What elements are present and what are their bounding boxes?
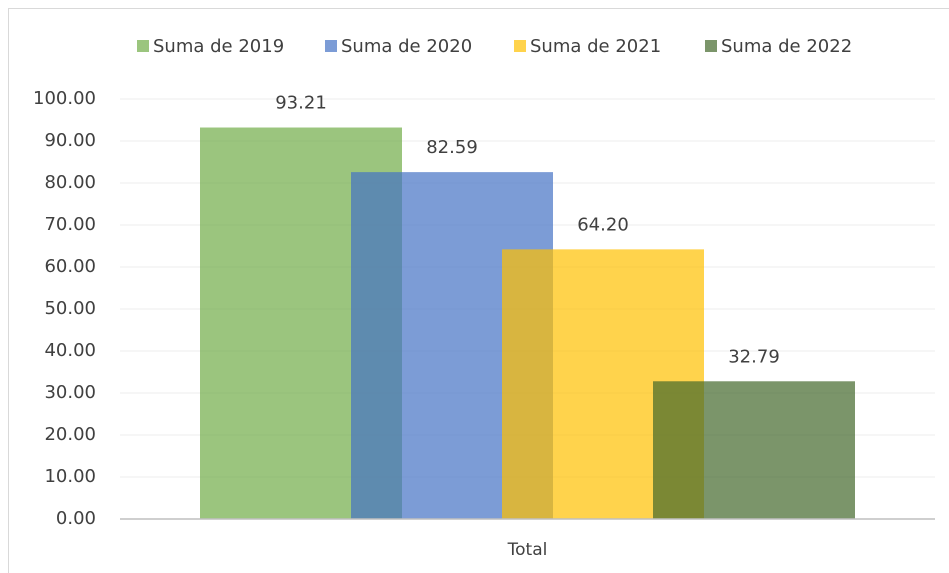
bar — [653, 381, 855, 519]
legend-label: Suma de 2022 — [721, 36, 852, 57]
y-tick-label: 70.00 — [44, 214, 96, 235]
y-tick-label: 30.00 — [44, 382, 96, 403]
y-tick-label: 60.00 — [44, 256, 96, 277]
legend-label: Suma de 2020 — [341, 36, 472, 57]
y-tick-label: 100.00 — [33, 88, 96, 109]
y-tick-label: 40.00 — [44, 340, 96, 361]
legend-label: Suma de 2019 — [153, 36, 284, 57]
legend-swatch — [325, 40, 337, 52]
legend-swatch — [137, 40, 149, 52]
data-label: 64.20 — [577, 214, 629, 235]
y-tick-label: 10.00 — [44, 466, 96, 487]
y-tick-label: 0.00 — [56, 508, 96, 529]
y-tick-label: 50.00 — [44, 298, 96, 319]
data-label: 82.59 — [426, 137, 478, 158]
y-tick-label: 80.00 — [44, 172, 96, 193]
y-tick-label: 20.00 — [44, 424, 96, 445]
legend-swatch — [705, 40, 717, 52]
legend-swatch — [514, 40, 526, 52]
data-label: 93.21 — [275, 93, 327, 114]
data-label: 32.79 — [728, 346, 780, 367]
legend-label: Suma de 2021 — [530, 36, 661, 57]
x-tick-label: Total — [507, 540, 548, 560]
y-tick-label: 90.00 — [44, 130, 96, 151]
